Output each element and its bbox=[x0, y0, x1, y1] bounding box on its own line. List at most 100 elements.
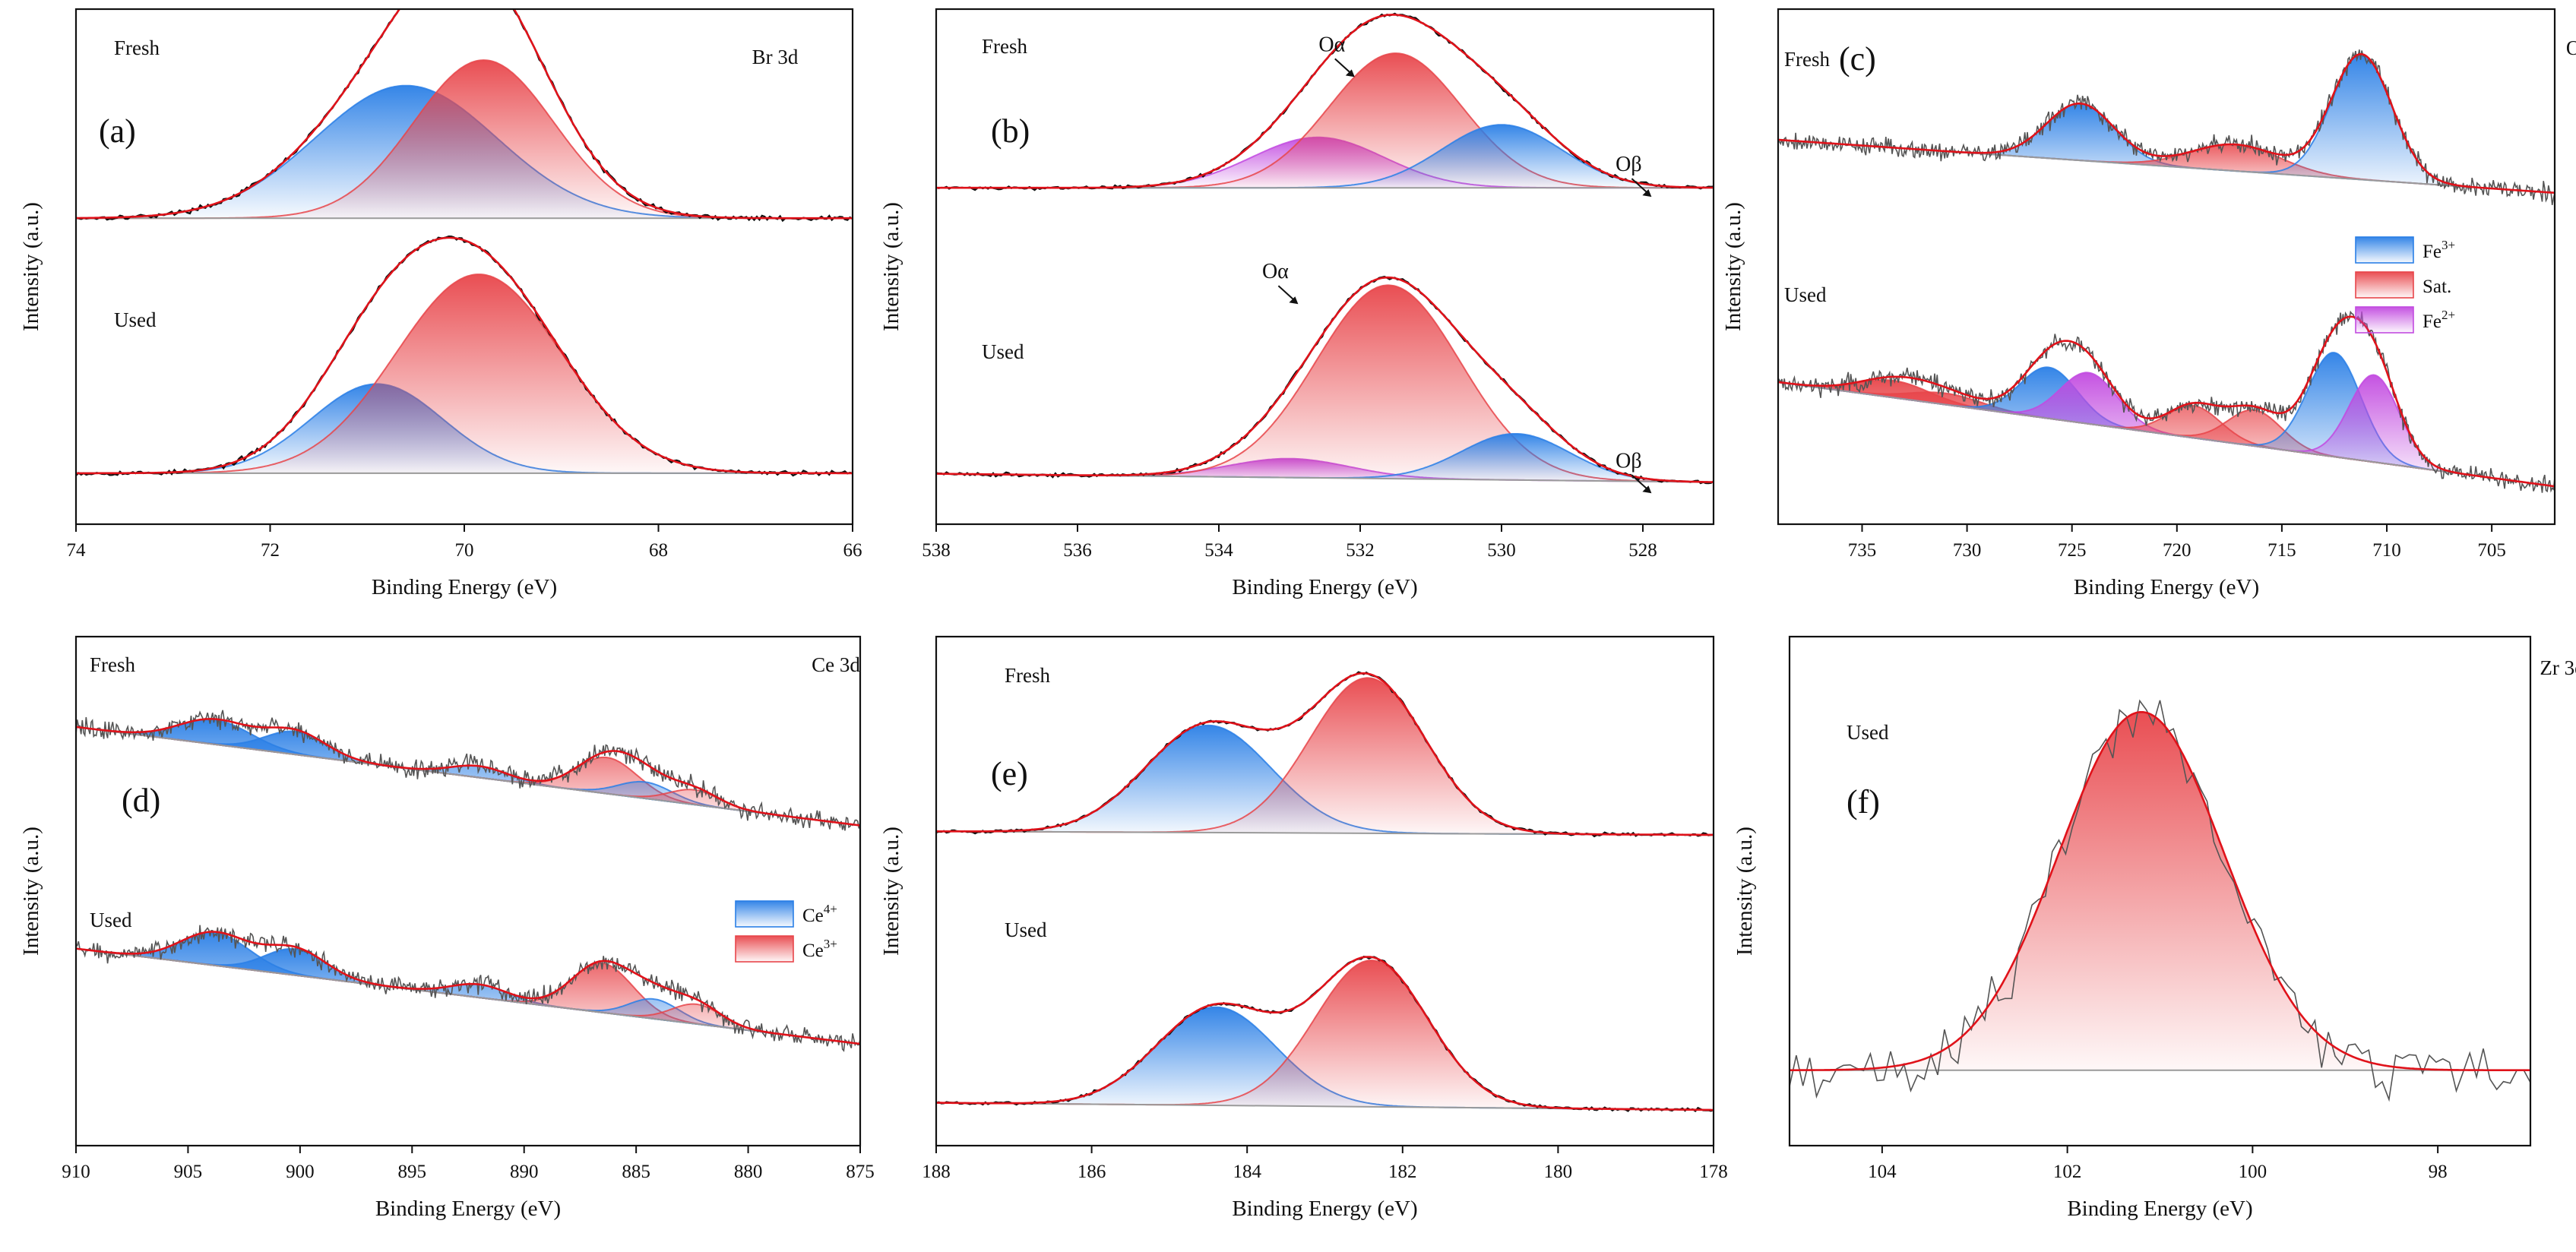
peak-fill-violet bbox=[1779, 375, 2554, 487]
x-axis-label: Binding Energy (eV) bbox=[1232, 575, 1417, 599]
legend-swatch-red bbox=[735, 935, 794, 963]
x-axis-label: Binding Energy (eV) bbox=[2067, 1197, 2252, 1221]
x-tick-label: 905 bbox=[174, 1162, 203, 1182]
used-spectrum bbox=[1779, 310, 2554, 493]
peak-fill-red bbox=[77, 60, 852, 219]
annotation-arrowhead bbox=[1642, 485, 1652, 494]
panel-e: 188 186 184 182 180 178 Binding Energy (eV) Int… bbox=[879, 635, 2576, 1221]
used-spectrum bbox=[937, 276, 1713, 485]
legend-swatch-red bbox=[2355, 271, 2414, 299]
x-tick-label: 530 bbox=[1487, 540, 1516, 561]
x-tick-label: 895 bbox=[398, 1162, 427, 1182]
panel-a: 74 72 70 68 66 Binding Energy (eV) Intensity (… bbox=[19, 8, 862, 599]
sample-label-fresh: Fresh bbox=[1005, 664, 1050, 687]
x-tick-label: 710 bbox=[2372, 540, 2401, 561]
x-tick-label: 532 bbox=[1346, 540, 1375, 561]
panel-label: (f) bbox=[1847, 783, 1880, 820]
x-tick-label: 102 bbox=[2053, 1162, 2082, 1182]
panel-d: 910 905 900 895 890 885 880 875 Binding Energy (… bbox=[19, 635, 875, 1221]
envelope-fit-line bbox=[1779, 315, 2554, 488]
x-tick-label: 68 bbox=[649, 540, 668, 561]
peak-fill-red bbox=[937, 53, 1713, 188]
y-axis-label: Intensity (a.u.) bbox=[879, 202, 903, 331]
peak-fill-red bbox=[1779, 380, 2554, 487]
x-tick-label: 910 bbox=[62, 1162, 90, 1182]
raw-data-line bbox=[1779, 49, 2554, 206]
panel-label: (b) bbox=[991, 112, 1030, 150]
x-axis-label: Binding Energy (eV) bbox=[372, 575, 557, 599]
sample-label-used: Used bbox=[1847, 721, 1889, 744]
sample-label-used: Used bbox=[114, 308, 157, 331]
x-tick-label: 72 bbox=[261, 540, 280, 561]
panel-label: (d) bbox=[122, 782, 160, 819]
sample-label-fresh: Fresh bbox=[114, 36, 160, 59]
peak-line-blue bbox=[1779, 53, 2554, 194]
y-axis-label: Intensity (a.u.) bbox=[1733, 827, 1757, 956]
annotation-ob-used: Oβ bbox=[1616, 449, 1641, 473]
sample-label-fresh: Fresh bbox=[90, 653, 135, 676]
legend-swatch-violet bbox=[2355, 306, 2414, 334]
x-axis-label: Binding Energy (eV) bbox=[2074, 575, 2259, 599]
annotation-arrow bbox=[1631, 178, 1650, 194]
envelope-fit-line bbox=[937, 956, 1713, 1111]
x-tick-label: 186 bbox=[1078, 1162, 1106, 1182]
x-axis-label: Binding Energy (eV) bbox=[375, 1197, 561, 1221]
x-tick-label: 104 bbox=[1868, 1162, 1897, 1182]
fresh-spectrum bbox=[937, 12, 1713, 191]
x-tick-label: 534 bbox=[1204, 540, 1233, 561]
peak-fill-blue bbox=[937, 125, 1713, 188]
sample-label-used: Used bbox=[1784, 283, 1827, 306]
x-tick-label: 180 bbox=[1544, 1162, 1573, 1182]
annotation-arrowhead bbox=[1642, 189, 1652, 198]
used-spectrum bbox=[937, 955, 1713, 1112]
x-tick-label: 74 bbox=[67, 540, 87, 561]
used-spectrum bbox=[1790, 699, 2530, 1102]
used-spectrum bbox=[77, 235, 852, 477]
panel-title: O 1s bbox=[2566, 36, 2576, 59]
x-tick-label: 178 bbox=[1699, 1162, 1728, 1182]
legend-swatch-blue bbox=[735, 900, 794, 928]
x-tick-label: 735 bbox=[1848, 540, 1877, 561]
x-axis-label: Binding Energy (eV) bbox=[1232, 1197, 1417, 1221]
y-axis-label: Intensity (a.u.) bbox=[879, 827, 903, 956]
x-tick-label: 725 bbox=[2058, 540, 2087, 561]
peak-fill-blue bbox=[937, 1007, 1713, 1110]
plot-area bbox=[937, 12, 1713, 485]
legend-label: Ce3+ bbox=[802, 937, 837, 961]
y-axis-label: Intensity (a.u.) bbox=[19, 202, 43, 331]
annotation-arrow bbox=[1277, 285, 1296, 302]
x-tick-label: 188 bbox=[922, 1162, 951, 1182]
x-tick-label: 98 bbox=[2429, 1162, 2448, 1182]
plot-frame bbox=[935, 635, 1715, 1147]
panel-label: (e) bbox=[991, 755, 1028, 792]
sample-label-fresh: Fresh bbox=[982, 35, 1027, 58]
plot-area bbox=[1790, 699, 2530, 1102]
envelope-fit-line bbox=[77, 931, 859, 1045]
x-tick-label: 890 bbox=[510, 1162, 539, 1182]
raw-data-line bbox=[1790, 699, 2530, 1102]
peak-fill-blue bbox=[937, 434, 1713, 482]
annotation-arrow bbox=[1631, 474, 1650, 492]
panel-title: Zr 3d bbox=[2540, 656, 2576, 679]
fresh-spectrum bbox=[77, 10, 852, 223]
y-axis-label: Intensity (a.u.) bbox=[19, 827, 43, 956]
plot-frame bbox=[1777, 8, 2556, 526]
x-tick-label: 885 bbox=[622, 1162, 650, 1182]
plot-area bbox=[77, 710, 859, 1052]
fresh-spectrum bbox=[937, 671, 1713, 838]
x-tick-label: 528 bbox=[1628, 540, 1657, 561]
background-line bbox=[77, 726, 859, 827]
envelope-fit-line bbox=[937, 276, 1713, 483]
envelope-fit-line bbox=[1779, 52, 2554, 194]
plot-area bbox=[937, 671, 1713, 1112]
background-line bbox=[1779, 381, 2554, 488]
plot-frame bbox=[74, 635, 862, 1147]
sample-label-used: Used bbox=[982, 340, 1024, 363]
x-tick-label: 536 bbox=[1063, 540, 1092, 561]
plot-frame bbox=[1788, 635, 2532, 1147]
annotation-oa-fresh: Oα bbox=[1318, 33, 1345, 56]
peak-fill-blue bbox=[1779, 54, 2554, 193]
y-axis-label: Intensity (a.u.) bbox=[1721, 202, 1745, 331]
background-line bbox=[77, 947, 859, 1045]
